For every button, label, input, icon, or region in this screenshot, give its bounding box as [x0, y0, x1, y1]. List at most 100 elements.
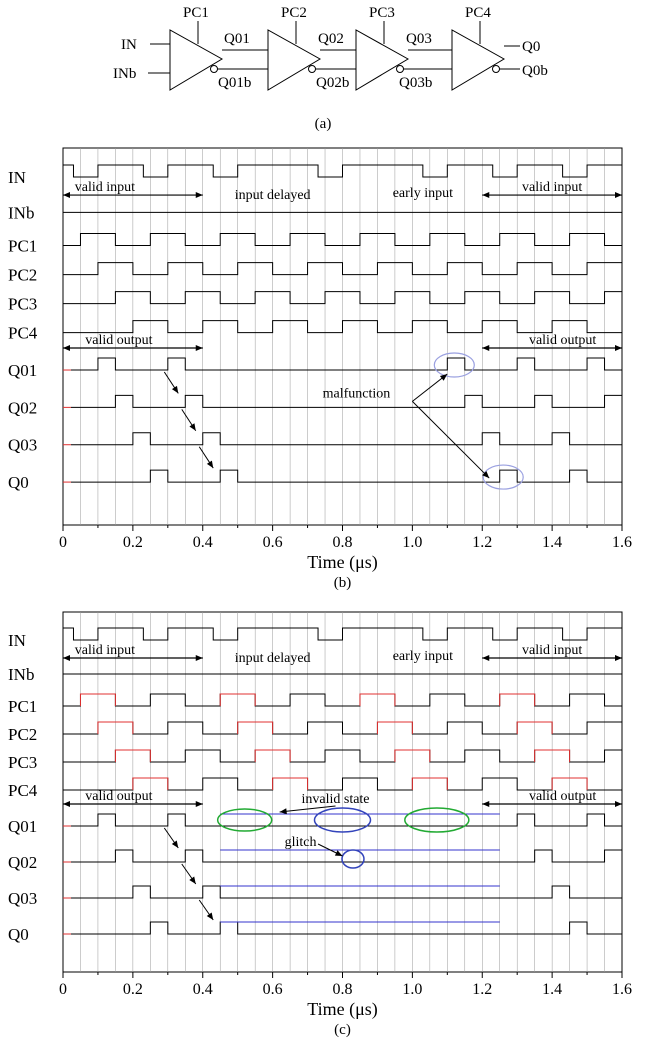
arrowhead: [63, 655, 70, 661]
arrowhead: [334, 850, 343, 856]
x-tick-label: 0.8: [333, 981, 353, 998]
x-tick-label: 0.6: [263, 981, 283, 998]
label-valid-input-1: valid input: [75, 180, 135, 195]
label-valid-input-2: valid input: [522, 643, 582, 658]
waveform-overlay: [79, 693, 116, 706]
waveform-pc2: [63, 721, 622, 735]
x-tick-label: 1.6: [612, 534, 632, 551]
waveform-q02: [71, 849, 623, 863]
x-tick-label: 1.2: [472, 981, 492, 998]
arrowhead: [615, 345, 622, 352]
signal-label-q0: Q0: [8, 473, 29, 492]
malfunction-arrow-1: [412, 373, 448, 402]
arrowhead: [482, 655, 490, 661]
buffer-4: [451, 29, 506, 91]
label-early-input: early input: [393, 186, 453, 201]
malfunction-ellipse-1: [433, 352, 475, 378]
signal-label-pc4: PC4: [8, 781, 38, 800]
invalid-state-arrow: [279, 805, 336, 813]
waveform-overlay: [272, 777, 309, 790]
invalid-state-ellipse-2: [313, 807, 372, 833]
waveform-pc3: [63, 291, 622, 305]
signal-label-q02: Q02: [8, 398, 37, 417]
signal-label-pc1: PC1: [8, 237, 37, 256]
label-early-input: early input: [393, 649, 453, 664]
waveform-overlay: [132, 777, 169, 790]
waveform-overlay: [237, 721, 274, 734]
x-axis-title: Time (μs): [307, 552, 378, 573]
arrowhead: [171, 840, 179, 848]
label-valid-output-1: valid output: [85, 333, 152, 348]
arrowhead: [615, 192, 622, 199]
signal-label-q03: Q03: [8, 436, 37, 455]
arrowhead: [195, 801, 203, 807]
signal-label-pc3: PC3: [8, 295, 37, 314]
waveform-overlay: [394, 749, 431, 762]
waveform-q03: [71, 432, 622, 446]
waveform-in: [63, 627, 622, 641]
x-tick-label: 0.2: [123, 534, 143, 551]
arrowhead: [63, 801, 70, 807]
label-input-delayed: input delayed: [235, 188, 311, 203]
label-valid-output-1: valid output: [85, 789, 152, 804]
arrowhead: [206, 460, 214, 469]
arrowhead: [439, 374, 448, 381]
label-invalid-state: invalid state: [301, 792, 369, 807]
x-tick-label: 0.4: [193, 981, 213, 998]
x-tick-label: 1.0: [402, 534, 422, 551]
buffer-1: [169, 29, 224, 91]
circuit-q01-label: Q01: [224, 31, 250, 47]
arrowhead: [206, 912, 214, 920]
waveform-overlay: [534, 749, 571, 762]
signal-label-pc2: PC2: [8, 725, 37, 744]
waveform-pc4: [63, 777, 622, 791]
arrowhead: [482, 801, 490, 807]
circuit-pc1-label: PC1: [183, 5, 209, 21]
waveform-pc4: [63, 320, 622, 334]
arrowhead: [189, 876, 196, 884]
x-tick-label: 0: [59, 981, 67, 998]
signal-label-pc2: PC2: [8, 266, 37, 285]
malfunction-ellipse-2: [482, 464, 524, 490]
buffer-3: [355, 29, 410, 91]
waveform-overlay: [376, 721, 413, 734]
circuit-pc4-label: PC4: [465, 5, 491, 21]
waveform-overlay: [411, 777, 448, 790]
circuit-in-label: IN: [121, 37, 137, 53]
arrowhead: [195, 192, 203, 199]
signal-label-q01: Q01: [8, 817, 37, 836]
x-tick-label: 1.4: [542, 981, 562, 998]
panel-caption: (b): [334, 575, 352, 591]
panel-c-timing-diagram: 0 0.2 0.4 0.6 0.8 1.0 1.2 1.4 1.6 Time (μs) (c) IN I…: [8, 611, 632, 1038]
signal-label-inb: INb: [8, 203, 34, 222]
arrowhead: [195, 345, 203, 352]
signal-label-q02: Q02: [8, 853, 37, 872]
waveform-q01: [71, 813, 622, 827]
x-tick-label: 0.2: [123, 981, 143, 998]
arrowhead: [189, 423, 196, 431]
waveform-overlay: [551, 777, 588, 790]
arrowhead: [482, 345, 490, 352]
arrowhead: [615, 801, 622, 807]
buffer-2: [267, 29, 322, 91]
arrowhead: [63, 192, 70, 199]
waveform-pc2: [63, 262, 622, 276]
waveform-overlay: [219, 693, 256, 706]
invalid-state-ellipse-3: [404, 807, 470, 833]
arrowhead: [171, 385, 179, 394]
waveform-pc1: [63, 233, 622, 247]
label-glitch: glitch: [285, 835, 317, 850]
x-tick-label: 1.4: [542, 534, 562, 551]
x-tick-label: 0: [59, 534, 67, 551]
arrowhead: [279, 808, 287, 815]
label-valid-output-2: valid output: [529, 789, 596, 804]
malfunction-arrow-2: [412, 401, 490, 479]
x-tick-label: 0.4: [193, 534, 213, 551]
waveform-q03: [71, 885, 622, 899]
circuit-pc2-label: PC2: [281, 5, 307, 21]
arrowhead: [482, 192, 490, 199]
label-valid-output-2: valid output: [529, 333, 596, 348]
circuit-diagram: [148, 21, 520, 91]
signal-label-q03: Q03: [8, 889, 37, 908]
